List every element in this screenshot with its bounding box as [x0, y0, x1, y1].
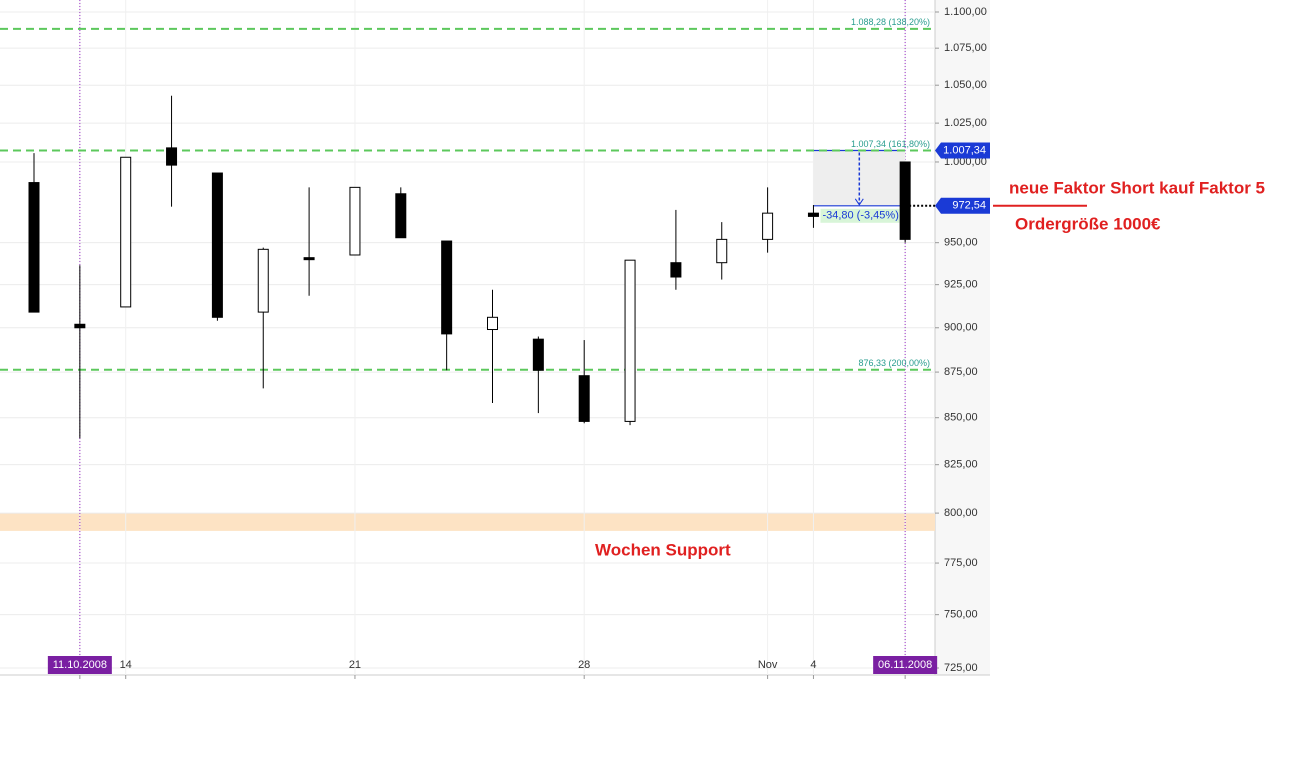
candle-body: [532, 338, 544, 371]
candle-body: [762, 212, 774, 240]
y-tick-label: 1.000,00: [944, 156, 987, 168]
price-tag: [935, 142, 990, 159]
candle-body: [807, 212, 819, 217]
date-tag: [873, 656, 938, 674]
y-tick-label: 950,00: [944, 237, 978, 249]
x-tick-label: Nov: [758, 659, 778, 671]
x-tick-label: 06.11.2008: [878, 659, 932, 671]
price-tag-label: 1.007,34: [943, 144, 986, 156]
measure-label: -34,80 (-3,45%): [822, 210, 898, 222]
candle-body: [441, 240, 453, 335]
candle-body: [578, 375, 590, 422]
annotation: Ordergröße 1000€: [1015, 214, 1161, 233]
x-tick-label: 14: [120, 659, 132, 671]
date-tag: [47, 656, 112, 674]
axis-background: [935, 0, 990, 675]
y-tick-label: 850,00: [944, 412, 978, 424]
y-tick-label: 750,00: [944, 609, 978, 621]
y-tick-label: 725,00: [944, 662, 978, 674]
candle-body: [74, 323, 86, 329]
candle-body: [624, 259, 636, 422]
candle-body: [28, 182, 40, 313]
candle-body: [716, 238, 728, 264]
level-label: 1.007,34 (161,80%): [851, 139, 930, 149]
support-band: [0, 513, 935, 531]
x-tick-label: 4: [810, 659, 816, 671]
y-tick-label: 1.075,00: [944, 42, 987, 54]
y-tick-label: 875,00: [944, 366, 978, 378]
y-tick-label: 1.025,00: [944, 117, 987, 129]
level-label: 1.088,28 (138,20%): [851, 17, 930, 27]
price-tag: [935, 197, 990, 214]
y-tick-label: 800,00: [944, 507, 978, 519]
level-label: 876,33 (200,00%): [858, 358, 930, 368]
x-tick-label: 21: [349, 659, 361, 671]
y-tick-label: 1.100,00: [944, 6, 987, 18]
candle-body: [395, 193, 407, 239]
y-tick-label: 900,00: [944, 322, 978, 334]
candle-body: [899, 161, 911, 240]
arrow-head: [854, 198, 864, 206]
support-label: Wochen Support: [595, 540, 731, 559]
y-tick-label: 825,00: [944, 459, 978, 471]
annotation: neue Faktor Short kauf Faktor 5: [1009, 178, 1265, 197]
candle-body: [257, 248, 269, 313]
price-tag-label: 972,54: [952, 200, 986, 212]
candle-body: [120, 156, 132, 308]
measure-label-bg: [820, 208, 900, 223]
candle-body: [211, 172, 223, 318]
candle-body: [349, 186, 361, 256]
x-tick-label: 11.10.2008: [53, 659, 107, 671]
candle-body: [303, 257, 315, 261]
candle-body: [670, 262, 682, 278]
candle-body: [166, 147, 178, 166]
y-tick-label: 1.050,00: [944, 79, 987, 91]
candle-body: [487, 316, 498, 331]
y-tick-label: 775,00: [944, 557, 978, 569]
y-tick-label: 925,00: [944, 279, 978, 291]
x-tick-label: 28: [578, 659, 590, 671]
